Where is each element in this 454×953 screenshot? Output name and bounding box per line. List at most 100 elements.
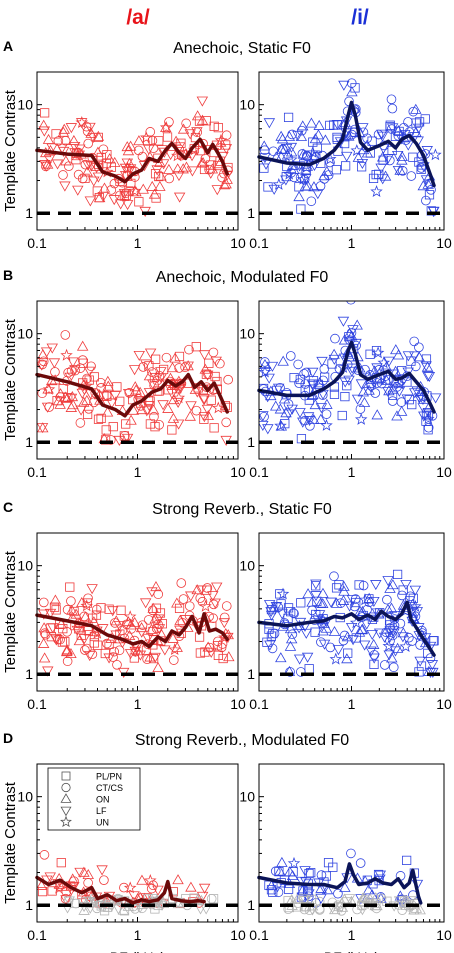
data-point-triangle-up — [37, 119, 50, 130]
data-point-star — [212, 401, 225, 414]
data-point-square — [304, 868, 314, 879]
data-point-triangle-down — [38, 126, 51, 137]
data-point-triangle-down — [297, 417, 309, 428]
data-point-square — [343, 648, 353, 658]
data-point-triangle-down — [263, 118, 276, 129]
scatter-points — [37, 330, 233, 446]
x-tick-label: 0.1 — [27, 235, 47, 251]
data-point-triangle-down — [421, 146, 433, 157]
data-point-square — [414, 117, 425, 127]
data-point-triangle-down — [143, 401, 155, 412]
data-point-circle — [41, 161, 51, 172]
data-point-square — [392, 569, 403, 580]
data-point-circle — [275, 383, 285, 393]
data-point-circle — [216, 642, 227, 653]
data-point-circle — [55, 634, 65, 645]
data-point-triangle-down — [315, 893, 327, 904]
data-point-circle — [124, 388, 135, 398]
data-point-triangle-up — [293, 191, 305, 202]
data-point-square — [213, 650, 223, 660]
data-point-triangle-up — [371, 409, 383, 420]
data-point-triangle-down — [315, 403, 328, 414]
data-point-square — [421, 354, 432, 364]
data-point-star — [296, 172, 310, 185]
data-point-triangle-down — [383, 650, 395, 661]
data-point-triangle-down — [92, 172, 105, 183]
data-point-triangle-up — [61, 645, 73, 656]
data-point-triangle-down — [142, 633, 154, 644]
data-point-square — [194, 116, 205, 126]
data-point-circle — [385, 155, 395, 166]
data-point-triangle-up — [265, 390, 277, 401]
data-point-circle — [268, 146, 279, 157]
data-point-triangle-down — [429, 393, 442, 404]
y-tick-label: 10 — [239, 789, 255, 805]
data-point-square — [369, 659, 379, 669]
data-point-triangle-up — [196, 157, 208, 168]
gray-point-triangle-up — [291, 893, 303, 905]
gray-point-square — [159, 898, 169, 908]
data-point-square — [83, 409, 93, 420]
data-point-circle — [221, 417, 231, 428]
panel-B-i: 0.1 1 10 1 10 — [239, 300, 452, 480]
data-point-triangle-up — [144, 651, 156, 662]
data-point-circle — [143, 615, 154, 625]
data-point-circle — [397, 590, 407, 601]
data-point-circle — [40, 629, 51, 640]
data-point-circle — [219, 612, 230, 623]
data-point-circle — [147, 605, 158, 616]
data-point-circle — [80, 645, 90, 655]
data-point-triangle-down — [365, 646, 377, 657]
data-point-triangle-up — [317, 625, 329, 636]
data-point-circle — [120, 430, 130, 441]
data-point-triangle-down — [358, 640, 371, 651]
data-point-circle — [333, 888, 343, 899]
gray-point-square — [359, 897, 369, 907]
data-point-triangle-down — [151, 165, 163, 176]
data-point-triangle-up — [150, 581, 162, 592]
data-point-square — [266, 604, 277, 615]
legend-marker-circle — [61, 782, 71, 793]
y-tick-label: 1 — [25, 897, 33, 913]
data-point-triangle-down — [414, 656, 426, 667]
data-point-square — [320, 372, 330, 382]
data-point-triangle-down — [409, 585, 422, 596]
data-point-triangle-down — [198, 394, 210, 405]
data-point-square — [51, 605, 61, 615]
x-tick-label: 1 — [348, 696, 356, 712]
trend-line — [35, 137, 229, 184]
data-point-square — [331, 165, 342, 175]
data-point-triangle-down — [196, 891, 209, 902]
data-point-square — [154, 171, 164, 182]
data-point-triangle-down — [51, 159, 64, 170]
data-point-square — [398, 585, 408, 595]
data-point-square — [151, 354, 161, 364]
y-axis-label: Template Contrast — [2, 550, 19, 673]
data-point-triangle-down — [420, 361, 432, 372]
data-point-square — [423, 411, 434, 421]
data-point-triangle-down — [292, 130, 304, 141]
data-point-square — [92, 186, 102, 196]
data-point-triangle-down — [340, 151, 353, 162]
data-point-triangle-up — [356, 623, 369, 634]
gray-point-triangle-down — [112, 904, 125, 915]
data-point-triangle-up — [130, 384, 142, 395]
data-point-star — [144, 874, 157, 887]
data-point-triangle-down — [263, 373, 275, 384]
data-point-square — [367, 136, 377, 146]
data-point-triangle-up — [313, 119, 325, 130]
data-point-circle — [83, 878, 93, 888]
data-point-triangle-up — [199, 363, 212, 374]
data-point-triangle-up — [49, 594, 62, 605]
data-point-square — [112, 382, 122, 392]
data-point-triangle-down — [114, 199, 127, 210]
data-point-circle — [180, 362, 190, 373]
data-point-circle — [369, 650, 380, 660]
data-point-triangle-down — [121, 433, 134, 444]
data-point-triangle-down — [210, 356, 222, 367]
data-point-circle — [70, 365, 80, 376]
data-point-circle — [283, 399, 294, 409]
data-point-square — [351, 633, 361, 643]
